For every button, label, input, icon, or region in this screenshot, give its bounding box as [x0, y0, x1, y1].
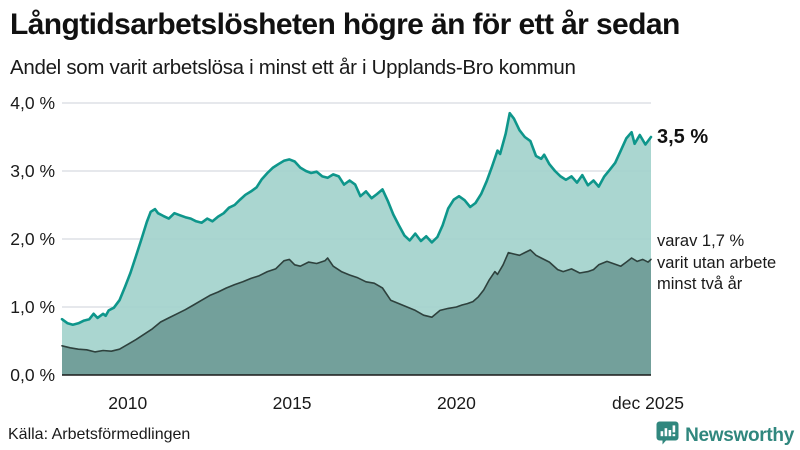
- svg-text:2020: 2020: [437, 393, 476, 413]
- svg-text:dec 2025: dec 2025: [612, 393, 684, 413]
- page-title: Långtidsarbetslösheten högre än för ett …: [10, 8, 680, 41]
- svg-text:2010: 2010: [108, 393, 147, 413]
- svg-text:0,0 %: 0,0 %: [10, 365, 55, 385]
- svg-text:4,0 %: 4,0 %: [10, 93, 55, 113]
- newsworthy-logo: Newsworthy: [656, 421, 794, 450]
- svg-text:2,0 %: 2,0 %: [10, 229, 55, 249]
- svg-text:2015: 2015: [273, 393, 312, 413]
- source-attribution: Källa: Arbetsförmedlingen: [8, 426, 191, 443]
- svg-text:3,0 %: 3,0 %: [10, 161, 55, 181]
- chart-subtitle: Andel som varit arbetslösa i minst ett å…: [10, 56, 576, 79]
- secondary-series-annotation: varav 1,7 % varit utan arbete minst två …: [657, 232, 777, 293]
- bar-chart-speech-bubble-icon: [656, 421, 679, 450]
- brand-name: Newsworthy: [685, 424, 794, 446]
- series-end-value-label: 3,5 %: [657, 126, 709, 148]
- svg-text:1,0 %: 1,0 %: [10, 297, 55, 317]
